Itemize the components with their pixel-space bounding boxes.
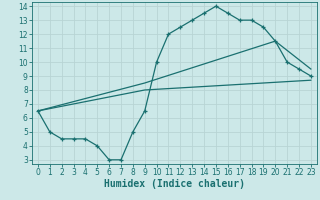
X-axis label: Humidex (Indice chaleur): Humidex (Indice chaleur) [104, 179, 245, 189]
